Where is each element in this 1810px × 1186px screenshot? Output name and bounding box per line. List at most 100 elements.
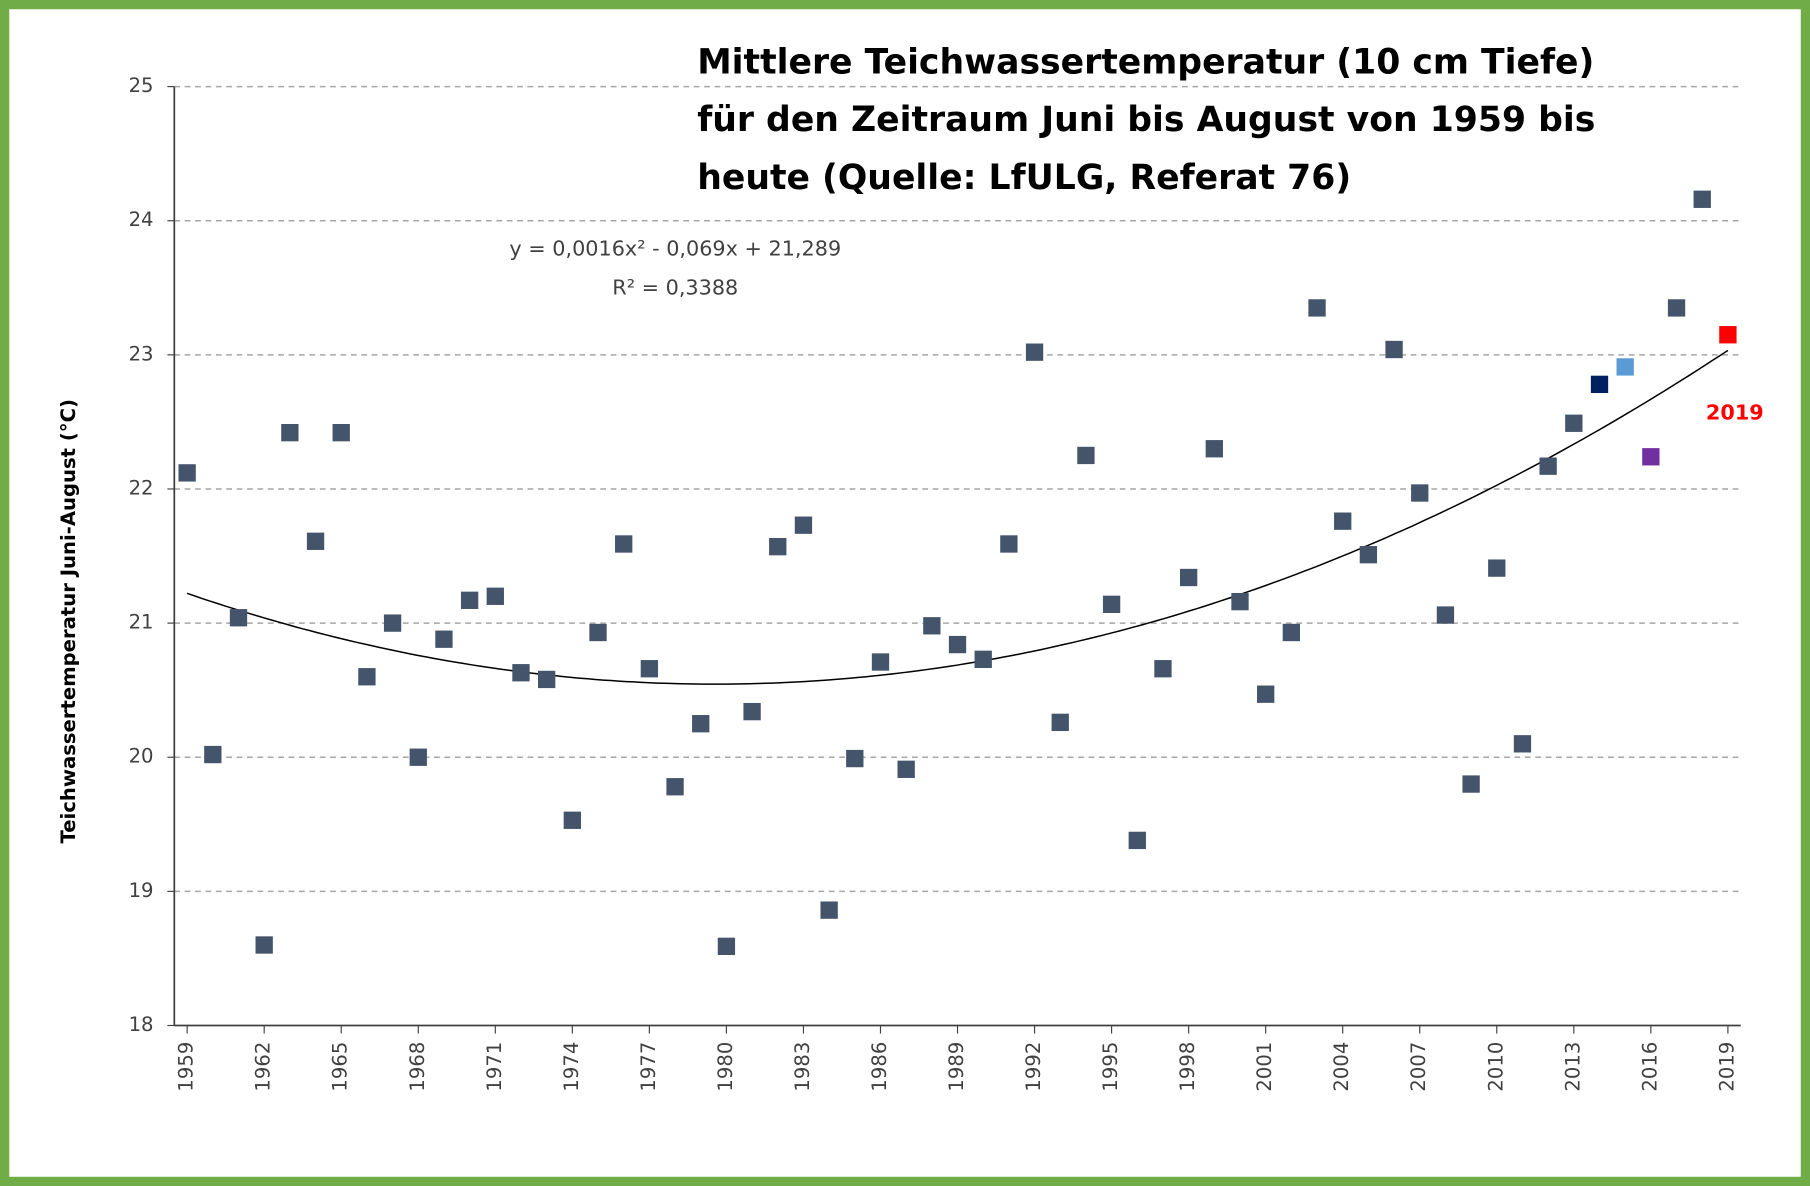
x-tick-label: 1965 — [329, 1042, 352, 1092]
x-tick-label: 1959 — [175, 1042, 198, 1092]
y-tick-label: 20 — [129, 745, 154, 768]
point — [769, 537, 787, 556]
y-tick-label: 19 — [129, 879, 154, 902]
point — [1025, 343, 1044, 361]
annotation: 2019 — [1706, 400, 1764, 424]
y-tick-label: 25 — [129, 74, 154, 97]
point — [1308, 299, 1326, 317]
y-axis-label: Teichwassertemperatur Juni-August (°C) — [57, 399, 80, 844]
x-tick-label: 1989 — [945, 1042, 968, 1092]
point — [1000, 535, 1018, 553]
point — [589, 623, 607, 642]
point — [1179, 568, 1198, 587]
point — [615, 535, 633, 553]
point — [1719, 326, 1737, 344]
chart-title: heute (Quelle: LfULG, Referat 76) — [697, 158, 1351, 198]
y-tick-label: 22 — [129, 476, 154, 499]
point — [923, 617, 941, 635]
x-tick-label: 1998 — [1176, 1042, 1199, 1092]
point — [1359, 546, 1378, 564]
trend-r2: R² = 0,3388 — [612, 276, 738, 300]
point — [563, 811, 581, 829]
point — [1231, 592, 1249, 611]
point — [1590, 375, 1609, 394]
point — [332, 423, 350, 442]
point — [1693, 190, 1711, 208]
point — [512, 664, 530, 682]
point — [383, 614, 402, 632]
point — [229, 609, 248, 627]
chart-title: für den Zeitraum Juni bis August von 195… — [697, 100, 1595, 140]
trendline — [186, 349, 1729, 685]
y-tick-label: 21 — [129, 611, 154, 634]
point — [1462, 775, 1480, 793]
point — [871, 653, 890, 671]
point — [281, 423, 299, 442]
x-tick-label: 1995 — [1099, 1042, 1122, 1092]
x-tick-label: 2013 — [1561, 1042, 1584, 1092]
point — [1205, 440, 1223, 458]
x-tick-label: 1968 — [406, 1042, 429, 1092]
point — [1565, 414, 1583, 432]
y-tick-label: 18 — [129, 1013, 154, 1036]
point — [666, 778, 684, 796]
point — [435, 630, 453, 648]
chart-title: Mittlere Teichwassertemperatur (10 cm Ti… — [697, 43, 1594, 83]
x-tick-label: 2007 — [1407, 1042, 1430, 1092]
point — [1513, 735, 1532, 753]
point — [178, 464, 196, 482]
point — [1616, 358, 1634, 376]
trend-equation: y = 0,0016x² - 0,069x + 21,289 — [509, 236, 841, 260]
y-tick-label: 23 — [129, 342, 154, 365]
point — [1051, 713, 1069, 732]
point — [794, 516, 813, 534]
x-tick-label: 1980 — [714, 1042, 737, 1092]
x-tick-label: 1974 — [560, 1042, 583, 1092]
x-tick-label: 2016 — [1638, 1042, 1661, 1092]
point — [306, 532, 325, 550]
point — [1411, 484, 1429, 502]
x-tick-label: 2001 — [1253, 1042, 1276, 1092]
point — [1385, 340, 1403, 359]
point — [846, 749, 864, 768]
point — [1257, 685, 1275, 703]
point — [897, 760, 915, 778]
x-tick-label: 1962 — [252, 1042, 275, 1092]
x-tick-label: 1986 — [868, 1042, 891, 1092]
point — [409, 748, 427, 766]
x-tick-label: 2010 — [1484, 1042, 1507, 1092]
x-tick-label: 1983 — [791, 1042, 814, 1092]
point — [1154, 660, 1172, 678]
x-tick-label: 2019 — [1715, 1042, 1738, 1092]
point — [204, 745, 222, 764]
point — [1642, 448, 1660, 466]
x-tick-label: 1971 — [483, 1042, 506, 1092]
point — [1334, 512, 1352, 530]
point — [692, 715, 710, 733]
x-tick-label: 1977 — [637, 1042, 660, 1092]
point — [1488, 559, 1506, 577]
point — [1102, 595, 1121, 613]
point — [1667, 299, 1686, 317]
point — [820, 901, 838, 919]
y-tick-label: 24 — [129, 208, 154, 231]
point — [640, 660, 659, 678]
point — [537, 670, 556, 689]
point — [1128, 831, 1146, 850]
point — [1077, 446, 1095, 465]
point — [460, 591, 479, 609]
x-tick-label: 1992 — [1022, 1042, 1045, 1092]
point — [717, 937, 736, 956]
point — [1282, 623, 1301, 642]
point — [948, 635, 967, 654]
point — [743, 702, 761, 721]
point — [255, 936, 273, 954]
x-tick-label: 2004 — [1330, 1042, 1353, 1092]
point — [486, 587, 504, 605]
point — [1539, 457, 1557, 475]
point — [974, 650, 992, 668]
point — [1436, 606, 1455, 624]
point — [358, 668, 376, 686]
